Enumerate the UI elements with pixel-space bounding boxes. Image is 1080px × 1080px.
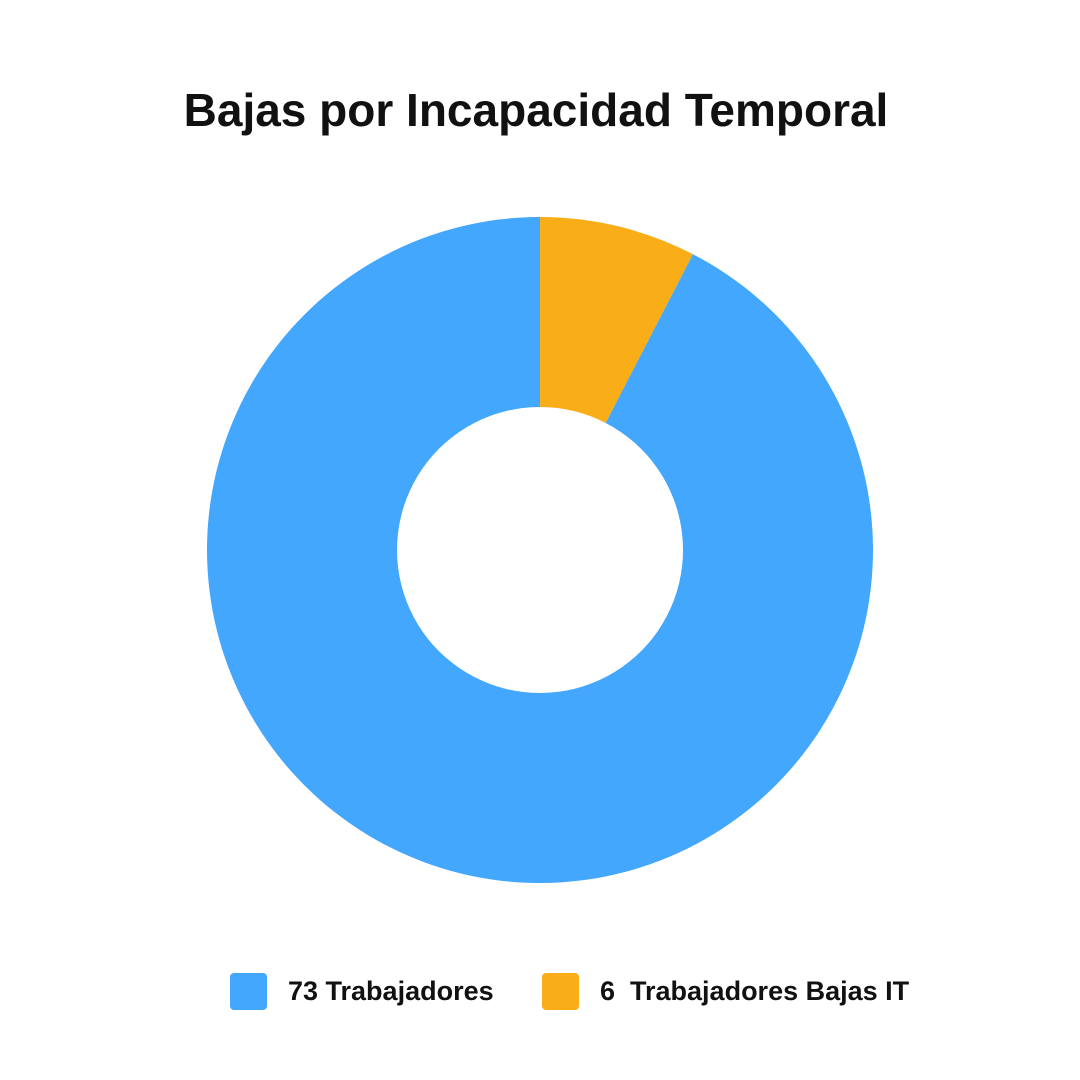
- donut-slice: [540, 217, 693, 423]
- legend-swatch: [230, 973, 267, 1010]
- donut-slice: [207, 217, 874, 883]
- legend-label: 73 Trabajadores: [288, 976, 494, 1006]
- chart-title: Bajas por Incapacidad Temporal: [184, 84, 889, 136]
- legend-label: 6 Trabajadores Bajas IT: [600, 976, 910, 1006]
- legend-swatch: [542, 973, 579, 1010]
